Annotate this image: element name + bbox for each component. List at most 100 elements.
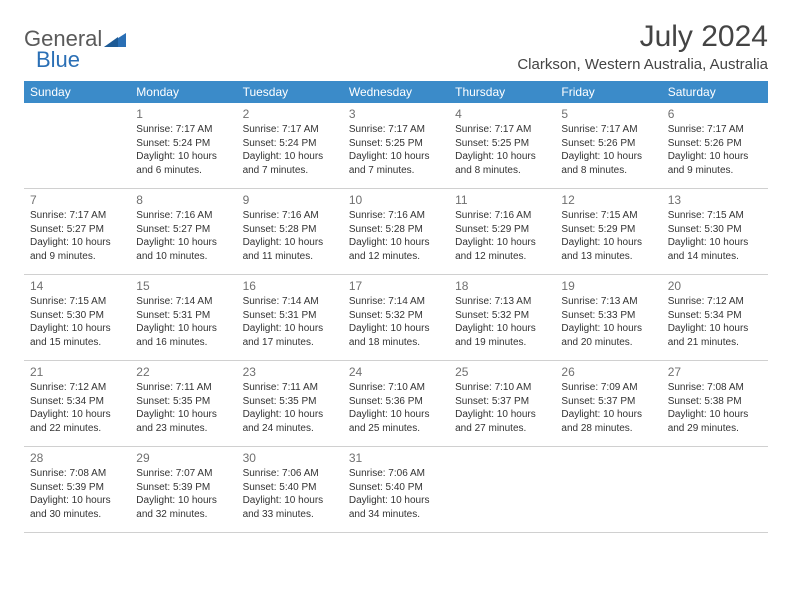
weekday-header: Monday (130, 81, 236, 103)
day-info-line: Sunrise: 7:14 AM (243, 295, 337, 309)
day-info-line: and 18 minutes. (349, 336, 443, 350)
day-info-line: and 25 minutes. (349, 422, 443, 436)
day-info-line: and 23 minutes. (136, 422, 230, 436)
day-info-line: Sunset: 5:30 PM (30, 309, 124, 323)
day-info-line: Sunset: 5:37 PM (561, 395, 655, 409)
day-number: 23 (243, 364, 337, 380)
day-number: 29 (136, 450, 230, 466)
calendar-week-row: 28Sunrise: 7:08 AMSunset: 5:39 PMDayligh… (24, 447, 768, 533)
day-info-line: Sunset: 5:27 PM (136, 223, 230, 237)
day-number: 18 (455, 278, 549, 294)
day-info-line: Sunrise: 7:17 AM (668, 123, 762, 137)
calendar-day-cell: 16Sunrise: 7:14 AMSunset: 5:31 PMDayligh… (237, 275, 343, 361)
day-info-line: Sunset: 5:38 PM (668, 395, 762, 409)
day-info-line: and 33 minutes. (243, 508, 337, 522)
calendar-day-cell: 15Sunrise: 7:14 AMSunset: 5:31 PMDayligh… (130, 275, 236, 361)
calendar-day-cell (662, 447, 768, 533)
calendar-day-cell: 4Sunrise: 7:17 AMSunset: 5:25 PMDaylight… (449, 103, 555, 189)
month-title: July 2024 (517, 20, 768, 54)
day-info-line: Sunrise: 7:11 AM (136, 381, 230, 395)
day-info-line: Daylight: 10 hours (561, 150, 655, 164)
weekday-header: Thursday (449, 81, 555, 103)
day-info-line: Sunset: 5:26 PM (561, 137, 655, 151)
calendar-header-row: SundayMondayTuesdayWednesdayThursdayFrid… (24, 81, 768, 103)
day-number: 3 (349, 106, 443, 122)
calendar-day-cell: 1Sunrise: 7:17 AMSunset: 5:24 PMDaylight… (130, 103, 236, 189)
day-info-line: Sunrise: 7:10 AM (349, 381, 443, 395)
day-number: 16 (243, 278, 337, 294)
logo-triangle-icon (104, 30, 126, 48)
day-number: 7 (30, 192, 124, 208)
calendar-day-cell (449, 447, 555, 533)
day-info-line: and 12 minutes. (349, 250, 443, 264)
calendar-day-cell: 17Sunrise: 7:14 AMSunset: 5:32 PMDayligh… (343, 275, 449, 361)
day-info-line: Daylight: 10 hours (136, 408, 230, 422)
weekday-header: Saturday (662, 81, 768, 103)
day-number: 9 (243, 192, 337, 208)
weekday-header: Friday (555, 81, 661, 103)
day-info-line: Sunrise: 7:11 AM (243, 381, 337, 395)
day-info-line: Sunrise: 7:13 AM (455, 295, 549, 309)
day-info-line: Daylight: 10 hours (243, 236, 337, 250)
day-info-line: Sunset: 5:34 PM (30, 395, 124, 409)
day-info-line: Sunrise: 7:14 AM (349, 295, 443, 309)
day-info-line: and 34 minutes. (349, 508, 443, 522)
day-number: 8 (136, 192, 230, 208)
day-info-line: Sunrise: 7:13 AM (561, 295, 655, 309)
day-info-line: Daylight: 10 hours (455, 236, 549, 250)
day-info-line: and 11 minutes. (243, 250, 337, 264)
calendar-day-cell: 20Sunrise: 7:12 AMSunset: 5:34 PMDayligh… (662, 275, 768, 361)
calendar-day-cell: 8Sunrise: 7:16 AMSunset: 5:27 PMDaylight… (130, 189, 236, 275)
day-info-line: and 7 minutes. (243, 164, 337, 178)
day-info-line: and 8 minutes. (561, 164, 655, 178)
day-info-line: Sunrise: 7:14 AM (136, 295, 230, 309)
day-info-line: and 17 minutes. (243, 336, 337, 350)
day-info-line: Sunrise: 7:12 AM (668, 295, 762, 309)
day-info-line: Daylight: 10 hours (136, 322, 230, 336)
day-info-line: Daylight: 10 hours (668, 150, 762, 164)
day-number: 11 (455, 192, 549, 208)
location: Clarkson, Western Australia, Australia (517, 56, 768, 73)
day-info-line: Sunset: 5:29 PM (561, 223, 655, 237)
calendar-day-cell: 14Sunrise: 7:15 AMSunset: 5:30 PMDayligh… (24, 275, 130, 361)
day-info-line: and 22 minutes. (30, 422, 124, 436)
calendar-day-cell: 19Sunrise: 7:13 AMSunset: 5:33 PMDayligh… (555, 275, 661, 361)
day-info-line: Sunrise: 7:06 AM (243, 467, 337, 481)
day-info-line: Daylight: 10 hours (30, 236, 124, 250)
day-info-line: Daylight: 10 hours (30, 408, 124, 422)
weekday-header: Sunday (24, 81, 130, 103)
calendar-week-row: 7Sunrise: 7:17 AMSunset: 5:27 PMDaylight… (24, 189, 768, 275)
day-number: 20 (668, 278, 762, 294)
calendar-day-cell: 3Sunrise: 7:17 AMSunset: 5:25 PMDaylight… (343, 103, 449, 189)
day-info-line: Sunset: 5:34 PM (668, 309, 762, 323)
calendar-day-cell: 10Sunrise: 7:16 AMSunset: 5:28 PMDayligh… (343, 189, 449, 275)
day-info-line: Sunrise: 7:16 AM (349, 209, 443, 223)
day-info-line: Daylight: 10 hours (30, 322, 124, 336)
day-info-line: and 19 minutes. (455, 336, 549, 350)
day-info-line: Daylight: 10 hours (349, 494, 443, 508)
day-number: 28 (30, 450, 124, 466)
day-number: 25 (455, 364, 549, 380)
calendar-day-cell: 21Sunrise: 7:12 AMSunset: 5:34 PMDayligh… (24, 361, 130, 447)
day-info-line: Daylight: 10 hours (349, 322, 443, 336)
calendar-day-cell: 29Sunrise: 7:07 AMSunset: 5:39 PMDayligh… (130, 447, 236, 533)
day-info-line: and 32 minutes. (136, 508, 230, 522)
day-info-line: Sunset: 5:29 PM (455, 223, 549, 237)
day-info-line: Sunrise: 7:06 AM (349, 467, 443, 481)
day-number: 19 (561, 278, 655, 294)
day-info-line: Sunrise: 7:16 AM (136, 209, 230, 223)
day-info-line: Sunset: 5:33 PM (561, 309, 655, 323)
day-info-line: and 6 minutes. (136, 164, 230, 178)
day-info-line: Sunrise: 7:17 AM (455, 123, 549, 137)
weekday-header: Wednesday (343, 81, 449, 103)
day-info-line: Daylight: 10 hours (455, 408, 549, 422)
day-info-line: Sunset: 5:27 PM (30, 223, 124, 237)
day-info-line: Sunset: 5:30 PM (668, 223, 762, 237)
calendar-day-cell: 11Sunrise: 7:16 AMSunset: 5:29 PMDayligh… (449, 189, 555, 275)
day-info-line: Sunrise: 7:12 AM (30, 381, 124, 395)
calendar-day-cell: 18Sunrise: 7:13 AMSunset: 5:32 PMDayligh… (449, 275, 555, 361)
day-number: 13 (668, 192, 762, 208)
day-number: 31 (349, 450, 443, 466)
day-info-line: Sunset: 5:28 PM (243, 223, 337, 237)
day-info-line: Daylight: 10 hours (136, 150, 230, 164)
